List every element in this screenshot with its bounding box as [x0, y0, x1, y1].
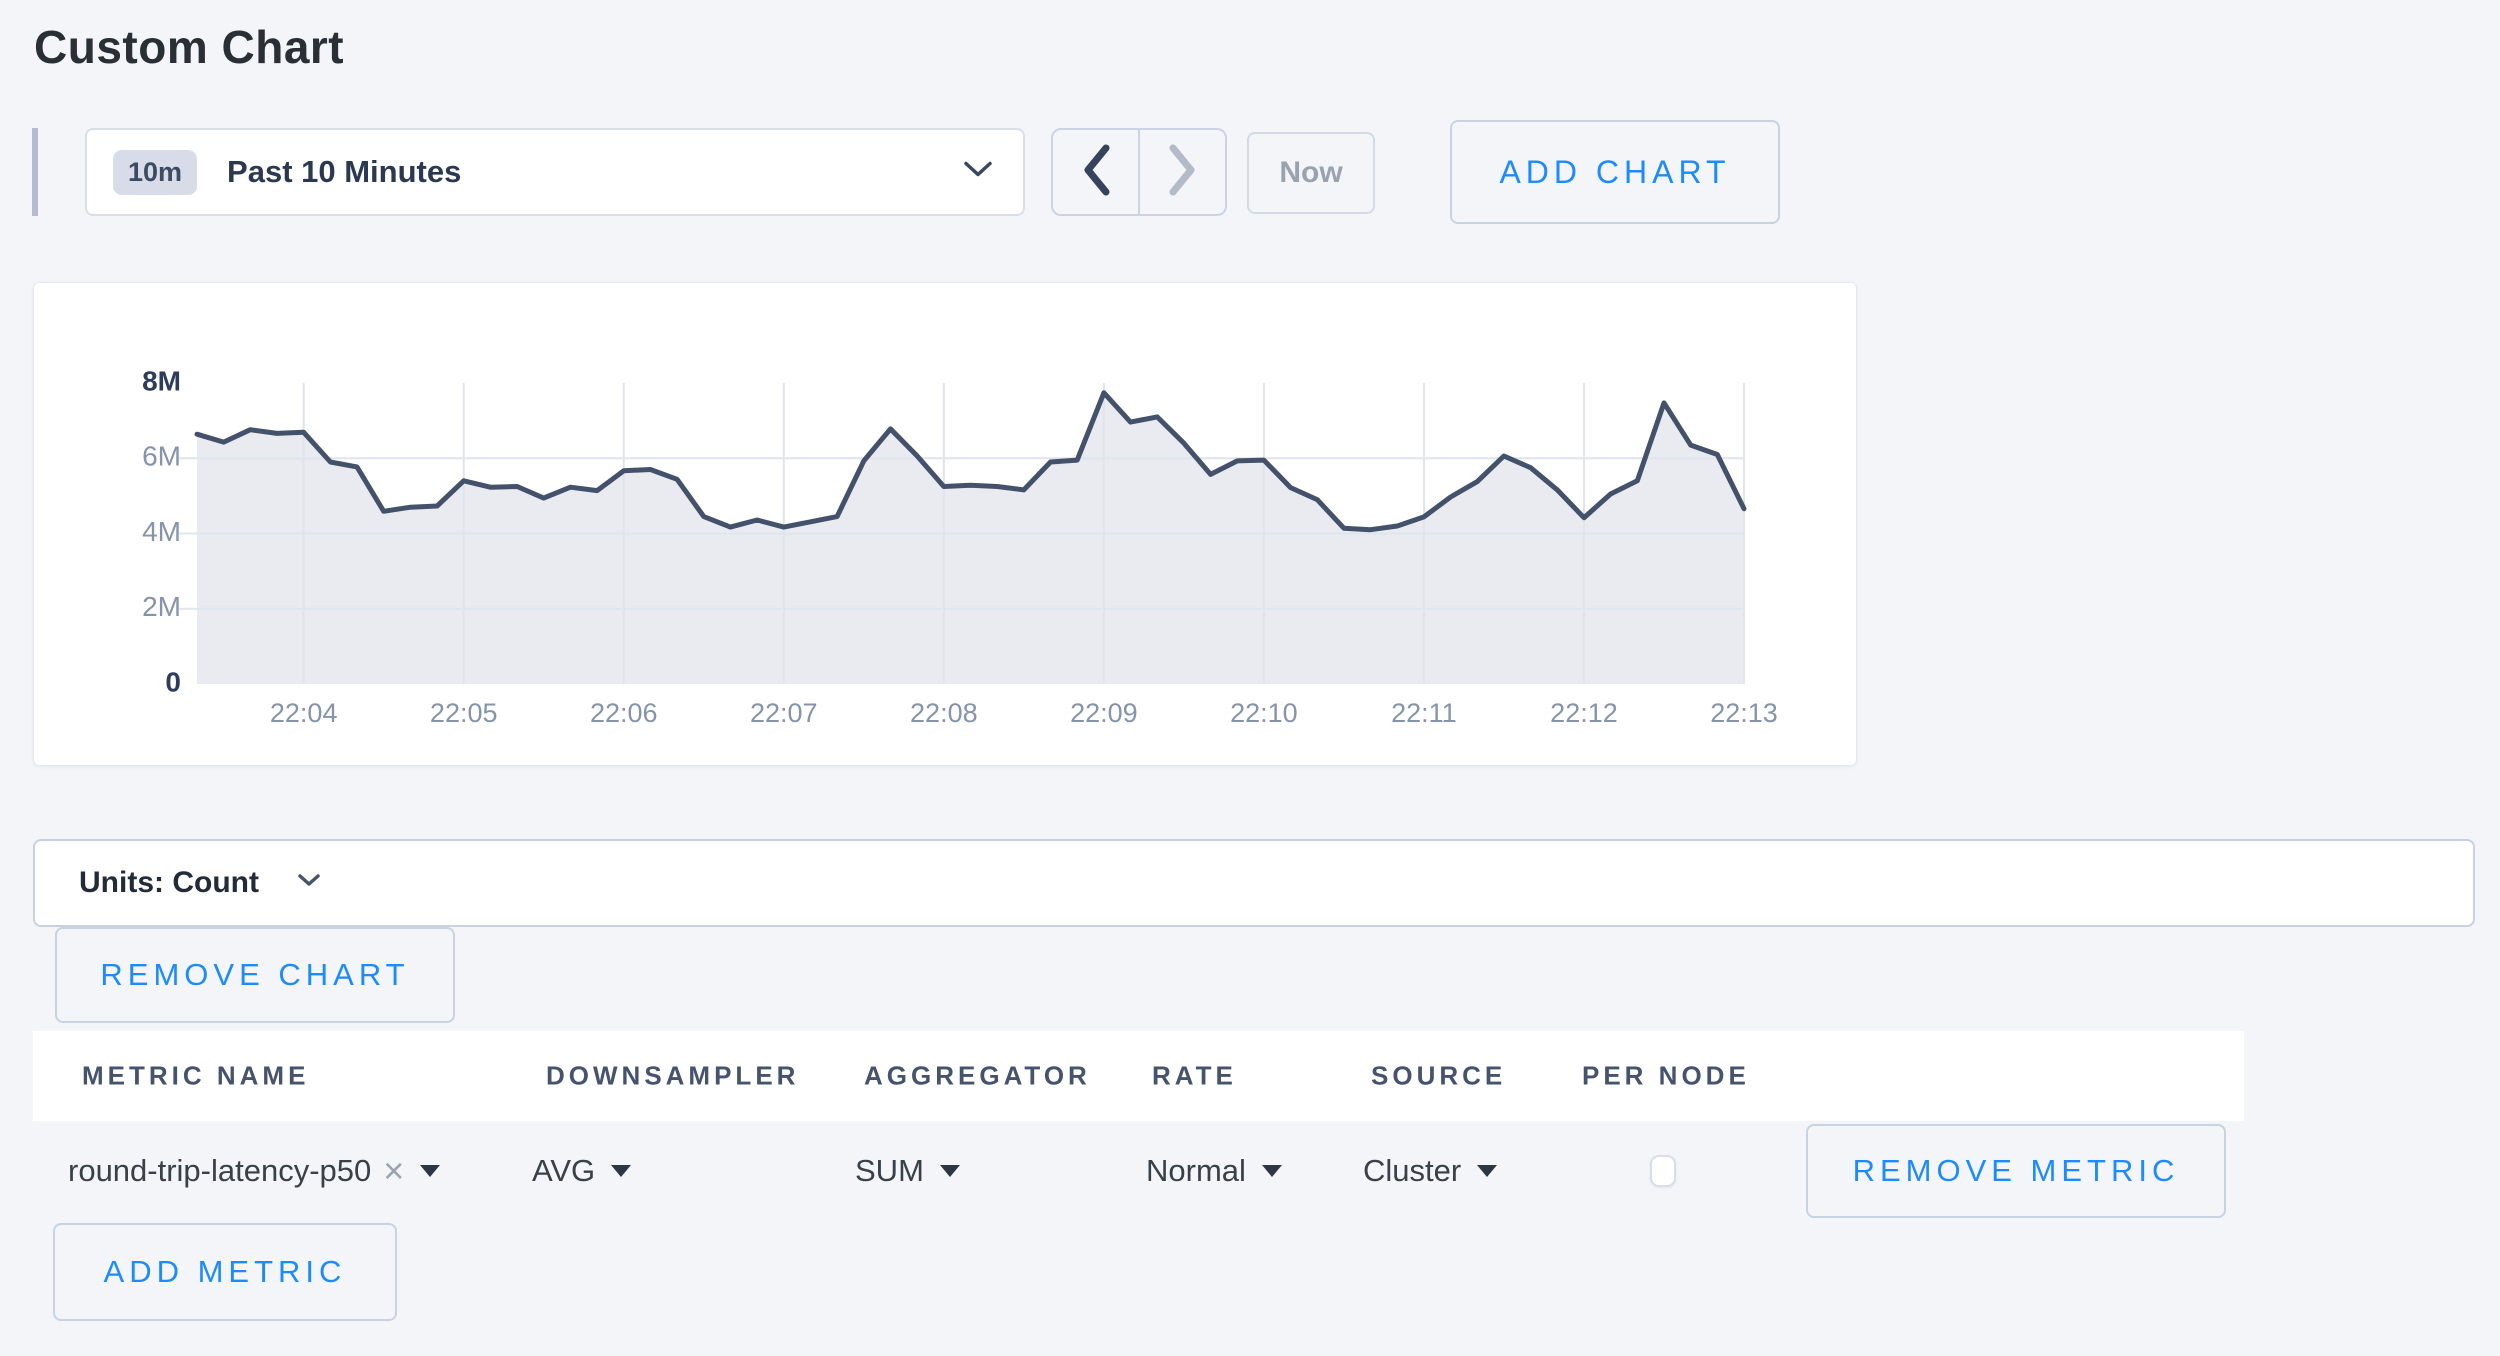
remove-metric-button[interactable]: REMOVE METRIC	[1806, 1124, 2226, 1218]
time-forward-button[interactable]	[1138, 130, 1225, 214]
add-metric-button[interactable]: ADD METRIC	[53, 1223, 397, 1321]
x-axis-tick-label: 22:08	[910, 698, 978, 728]
x-axis-tick-label: 22:09	[1070, 698, 1138, 728]
downsampler-dropdown[interactable]: AVG	[532, 1153, 632, 1189]
aggregator-dropdown[interactable]: SUM	[855, 1153, 960, 1189]
downsampler-value: AVG	[532, 1153, 596, 1188]
caret-down-icon	[420, 1165, 441, 1177]
toolbar-accent-bar	[32, 128, 38, 216]
rate-value: Normal	[1146, 1153, 1246, 1188]
x-axis-tick-label: 22:11	[1391, 698, 1457, 728]
column-header-metric-name: METRIC NAME	[82, 1060, 310, 1091]
time-nav-group	[1051, 128, 1227, 216]
clear-metric-icon[interactable]: ×	[383, 1150, 405, 1191]
chevron-right-icon	[1163, 142, 1203, 203]
source-value: Cluster	[1363, 1153, 1462, 1188]
x-axis-tick-label: 22:13	[1710, 698, 1778, 728]
x-axis-tick-label: 22:10	[1230, 698, 1298, 728]
page-title: Custom Chart	[34, 21, 345, 73]
chart-canvas[interactable]: 0 2M 4M 6M 8M 22:04 22:05 22:06 22:07 22:08 22:09 2…	[34, 283, 1856, 765]
now-button[interactable]: Now	[1247, 132, 1375, 214]
chart-card: 0 2M 4M 6M 8M 22:04 22:05 22:06 22:07 22:08 22:09 2…	[33, 282, 1857, 766]
column-header-per-node: PER NODE	[1582, 1060, 1750, 1091]
y-axis-tick-label: 4M	[142, 516, 181, 547]
time-range-label: Past 10 Minutes	[227, 154, 462, 189]
column-header-source: SOURCE	[1371, 1060, 1507, 1091]
y-axis-tick-label: 8M	[142, 365, 181, 396]
time-back-button[interactable]	[1053, 130, 1138, 214]
caret-down-icon	[611, 1165, 632, 1177]
x-axis-tick-label: 22:07	[750, 698, 818, 728]
x-axis-tick-label: 22:06	[590, 698, 658, 728]
x-axis-tick-label: 22:12	[1550, 698, 1618, 728]
metric-row: round-trip-latency-p50 × AVG SUM Normal …	[33, 1121, 2244, 1221]
caret-down-icon	[939, 1165, 960, 1177]
metric-name-value: round-trip-latency-p50	[68, 1153, 372, 1188]
caret-down-icon	[1261, 1165, 1282, 1177]
per-node-checkbox[interactable]	[1650, 1155, 1676, 1187]
time-range-select[interactable]: 10m Past 10 Minutes	[85, 128, 1025, 216]
chart-area-fill	[197, 392, 1744, 684]
chevron-left-icon	[1076, 142, 1116, 203]
metrics-table-header: METRIC NAME DOWNSAMPLER AGGREGATOR RATE …	[33, 1031, 2244, 1121]
chevron-down-icon	[297, 873, 321, 893]
units-dropdown[interactable]: Units: Count	[33, 839, 2475, 927]
chevron-down-icon	[963, 161, 993, 184]
units-label: Units: Count	[79, 866, 259, 899]
remove-chart-button[interactable]: REMOVE CHART	[55, 927, 455, 1023]
x-axis-tick-label: 22:05	[430, 698, 498, 728]
x-axis-tick-label: 22:04	[270, 698, 338, 728]
column-header-rate: RATE	[1152, 1060, 1237, 1091]
y-axis-tick-label: 2M	[142, 591, 181, 622]
chart-series-line	[194, 390, 1747, 533]
source-dropdown[interactable]: Cluster	[1363, 1153, 1498, 1189]
timeseries-chart: 0 2M 4M 6M 8M 22:04 22:05 22:06 22:07 22:08 22:09 2…	[142, 365, 1778, 728]
add-chart-button[interactable]: ADD CHART	[1450, 120, 1780, 224]
time-range-badge: 10m	[113, 149, 198, 195]
rate-dropdown[interactable]: Normal	[1146, 1153, 1282, 1189]
column-header-aggregator: AGGREGATOR	[864, 1060, 1091, 1091]
y-axis-tick-label: 6M	[142, 441, 181, 472]
caret-down-icon	[1477, 1165, 1498, 1177]
y-axis-tick-label: 0	[165, 666, 181, 697]
metric-name-dropdown[interactable]: round-trip-latency-p50 ×	[68, 1150, 441, 1191]
aggregator-value: SUM	[855, 1153, 924, 1188]
column-header-downsampler: DOWNSAMPLER	[546, 1060, 800, 1091]
